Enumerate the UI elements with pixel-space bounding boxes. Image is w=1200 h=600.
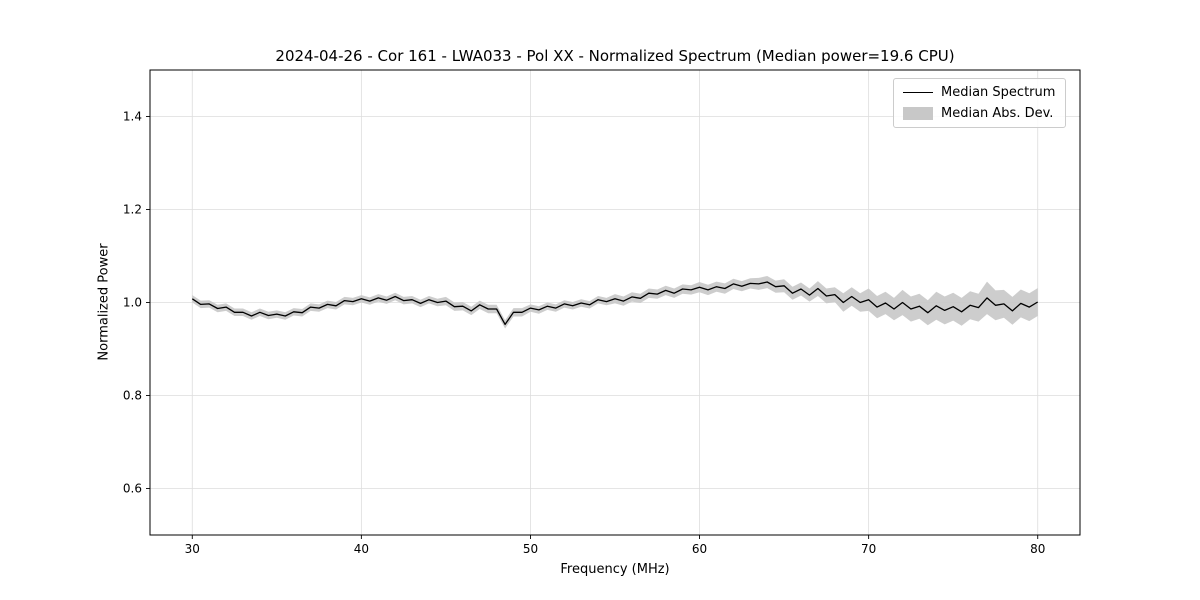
x-axis-label: Frequency (MHz) — [560, 562, 670, 577]
legend-label: Median Abs. Dev. — [941, 106, 1054, 121]
x-tick-label: 80 — [1030, 542, 1045, 556]
y-tick-label: 0.8 — [123, 389, 142, 403]
y-tick-label: 1.2 — [123, 203, 142, 217]
y-tick-label: 1.4 — [123, 110, 142, 124]
legend-item-median-spectrum: Median Spectrum — [903, 85, 1055, 100]
y-tick-label: 1.0 — [123, 296, 142, 310]
legend-label: Median Spectrum — [941, 85, 1056, 100]
y-axis-label: Normalized Power — [96, 243, 112, 361]
chart-title: 2024-04-26 - Cor 161 - LWA033 - Pol XX -… — [275, 47, 955, 65]
median-spectrum-line — [191, 281, 1039, 326]
x-tick-label: 50 — [523, 542, 538, 556]
x-tick-label: 60 — [692, 542, 707, 556]
y-tick-label: 0.6 — [123, 482, 142, 496]
mad-band — [192, 276, 1038, 329]
legend-item-median-abs-dev: Median Abs. Dev. — [903, 106, 1055, 121]
legend-line-swatch — [903, 92, 933, 93]
x-tick-label: 70 — [861, 542, 876, 556]
legend: Median Spectrum Median Abs. Dev. — [893, 78, 1067, 128]
x-tick-label: 40 — [354, 542, 369, 556]
x-tick-label: 30 — [185, 542, 200, 556]
legend-patch-swatch — [903, 107, 933, 120]
